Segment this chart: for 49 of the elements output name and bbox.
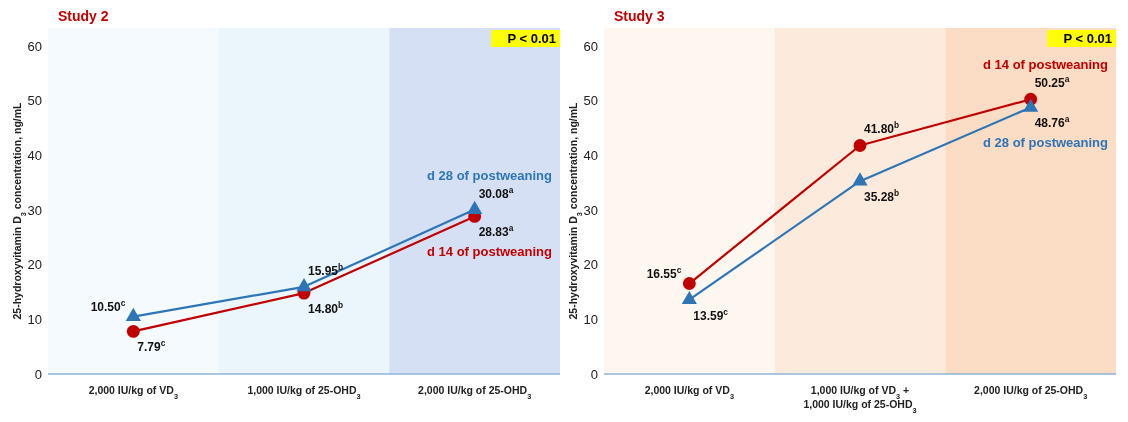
chart-title: Study 3 bbox=[614, 8, 665, 24]
point bbox=[681, 290, 697, 305]
y-tick-label: 40 bbox=[583, 147, 598, 163]
point bbox=[125, 307, 141, 321]
series-label: d 14 of postweaning bbox=[427, 244, 553, 260]
data-label: 10.50$^{c}$ bbox=[90, 297, 126, 314]
text: d 14 of postweaning bbox=[983, 57, 1109, 73]
y-tick-label: 50 bbox=[583, 93, 598, 109]
point bbox=[853, 139, 867, 152]
x-tick-label: 2,000 IU/kg of VD$_{3}$ bbox=[644, 384, 734, 401]
text: P < 0.01 bbox=[507, 31, 556, 46]
y-tick-label: 30 bbox=[27, 202, 42, 218]
y-tick-label: 30 bbox=[583, 202, 598, 218]
data-label: 48.76$^{a}$ bbox=[1034, 114, 1070, 131]
y-tick-label: 50 bbox=[27, 93, 42, 109]
point bbox=[296, 278, 312, 292]
y-tick-label: 0 bbox=[590, 366, 598, 382]
y-tick-label: 60 bbox=[583, 38, 598, 54]
y-tick-label: 60 bbox=[27, 38, 42, 54]
y-tick-label: 10 bbox=[27, 311, 42, 327]
y-tick-label: 0 bbox=[34, 366, 42, 382]
data-label: 15.95$^{b}$ bbox=[308, 261, 344, 278]
chart-title: Study 2 bbox=[58, 8, 109, 24]
text: d 28 of postweaning bbox=[427, 167, 553, 183]
x-tick-label: 1,000 IU/kg of VD$_{3}$ + 1,000 IU/kg of 25-OHD$_{3}$ bbox=[803, 384, 917, 415]
data-label: 41.80$^{b}$ bbox=[864, 120, 900, 137]
y-tick-label: 20 bbox=[583, 257, 598, 273]
data-label: 35.28$^{b}$ bbox=[864, 188, 900, 205]
x-tick-label: 2,000 IU/kg of 25-OHD$_{3}$ bbox=[974, 384, 1088, 401]
x-tick-label: 2,000 IU/kg of VD$_{3}$ bbox=[88, 384, 178, 401]
data-label: 14.80$^{b}$ bbox=[308, 300, 344, 317]
point bbox=[467, 200, 483, 214]
data-label: 30.08$^{a}$ bbox=[478, 184, 514, 201]
data-label: 50.25$^{a}$ bbox=[1034, 74, 1070, 91]
series-label: d 28 of postweaning bbox=[983, 135, 1109, 151]
point bbox=[852, 172, 868, 186]
data-label: 13.59$^{c}$ bbox=[693, 306, 729, 323]
text: P < 0.01 bbox=[1063, 31, 1112, 46]
point bbox=[682, 277, 696, 290]
x-tick-label: 1,000 IU/kg of 25-OHD$_{3}$ bbox=[247, 384, 361, 401]
y-tick-label: 40 bbox=[27, 147, 42, 163]
point bbox=[1023, 98, 1039, 112]
x-tick-label: 2,000 IU/kg of 25-OHD$_{3}$ bbox=[418, 384, 532, 401]
data-label: 28.83$^{a}$ bbox=[478, 223, 514, 240]
y-tick-label: 10 bbox=[583, 311, 598, 327]
point bbox=[126, 324, 140, 338]
data-label: 7.79$^{c}$ bbox=[137, 338, 166, 355]
data-label: 16.55$^{c}$ bbox=[646, 264, 682, 281]
y-tick-label: 20 bbox=[27, 257, 42, 273]
